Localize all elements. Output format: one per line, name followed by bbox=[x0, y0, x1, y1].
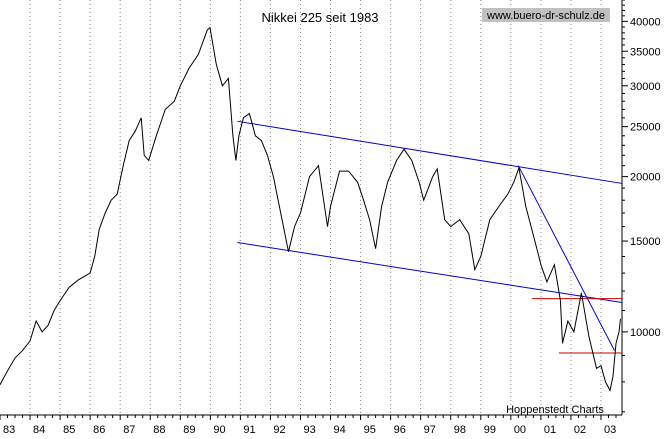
x-tick-label: 01 bbox=[544, 424, 556, 436]
x-tick-label: 03 bbox=[604, 424, 616, 436]
x-tick-label: 91 bbox=[243, 424, 255, 436]
x-tick-label: 87 bbox=[123, 424, 135, 436]
x-tick-label: 86 bbox=[93, 424, 105, 436]
source-credit: Hoppenstedt Charts bbox=[506, 404, 604, 416]
x-tick-label: 98 bbox=[454, 424, 466, 436]
y-tick-label: 10000 bbox=[630, 327, 661, 339]
y-axis: 10000 15000 20000 25000 30000 35000 40000 bbox=[621, 0, 661, 415]
x-tick-label: 89 bbox=[183, 424, 195, 436]
x-tick-label: 84 bbox=[33, 424, 45, 436]
price-series-line bbox=[0, 26, 621, 392]
x-tick-label: 88 bbox=[153, 424, 165, 436]
x-tick-label: 95 bbox=[364, 424, 376, 436]
y-tick-label: 25000 bbox=[630, 122, 661, 134]
x-tick-label: 94 bbox=[334, 424, 346, 436]
y-tick-label: 35000 bbox=[630, 46, 661, 58]
trend-line-channel-lower bbox=[237, 242, 623, 304]
x-tick-label: 83 bbox=[3, 424, 15, 436]
trend-line-downtrend bbox=[517, 165, 615, 351]
x-axis: 83 84 85 86 87 88 89 90 91 92 93 94 95 96 97 98 99 00 01 02… bbox=[0, 414, 622, 436]
x-tick-label: 85 bbox=[63, 424, 75, 436]
x-tick-label: 00 bbox=[514, 424, 526, 436]
watermark-background bbox=[482, 8, 610, 22]
trend-lines bbox=[237, 120, 623, 354]
y-tick-label: 40000 bbox=[630, 16, 661, 28]
x-tick-label: 99 bbox=[484, 424, 496, 436]
x-tick-label: 02 bbox=[574, 424, 586, 436]
x-tick-label: 97 bbox=[424, 424, 436, 436]
x-tick-label: 96 bbox=[394, 424, 406, 436]
y-tick-label: 20000 bbox=[630, 172, 661, 184]
y-tick-label: 15000 bbox=[630, 236, 661, 248]
x-tick-label: 92 bbox=[273, 424, 285, 436]
chart-title: Nikkei 225 seit 1983 bbox=[261, 10, 378, 25]
trend-line-channel-upper bbox=[237, 120, 623, 184]
y-tick-label: 30000 bbox=[630, 81, 661, 93]
x-tick-label: 93 bbox=[303, 424, 315, 436]
x-tick-label: 90 bbox=[213, 424, 225, 436]
watermark-text: www.buero-dr-schulz.de bbox=[486, 10, 605, 22]
